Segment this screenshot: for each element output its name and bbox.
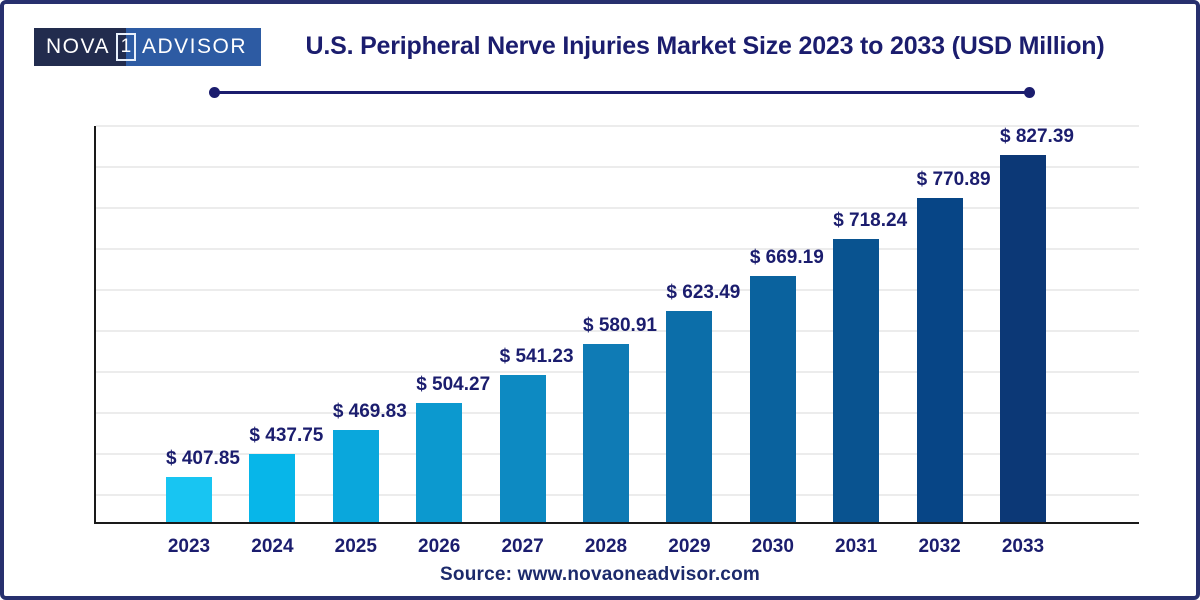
bar-2028: [583, 344, 629, 522]
title-underline-rule: [209, 87, 1035, 98]
logo-one-box-wrap: 1: [111, 28, 140, 66]
x-axis-label: 2027: [501, 536, 544, 557]
x-axis-label: 2024: [251, 536, 294, 557]
grid-line: [96, 166, 1139, 168]
x-axis-label: 2028: [584, 536, 628, 557]
bar-value-label: $ 541.23: [499, 345, 574, 367]
nova-one-advisor-logo: NOVA 1 ADVISOR: [34, 28, 261, 66]
bar-value-label: $ 623.49: [666, 282, 741, 304]
bar-2029: [666, 311, 713, 522]
grid-line: [96, 248, 1139, 250]
bar-value-label: $ 827.39: [1000, 125, 1074, 147]
bar-value-label: $ 580.91: [583, 315, 657, 337]
bar-value-label: $ 437.75: [249, 425, 324, 447]
logo-text-advisor: ADVISOR: [139, 28, 261, 66]
x-axis-label: 2031: [835, 536, 878, 557]
bar-2023: [166, 477, 212, 522]
bar-2026: [416, 403, 463, 522]
bar-value-label: $ 718.24: [833, 209, 908, 231]
grid-line: [96, 289, 1139, 291]
bar-2025: [332, 429, 379, 522]
x-axis-label: 2023: [167, 536, 211, 557]
bar-value-label: $ 669.19: [749, 247, 824, 269]
chart-title: U.S. Peripheral Nerve Injuries Market Si…: [305, 32, 1105, 60]
x-axis-label: 2029: [668, 536, 711, 557]
bar-2024: [249, 454, 296, 522]
bar-value-label: $ 504.27: [416, 374, 491, 396]
bar-2031: [833, 238, 880, 522]
grid-line: [96, 330, 1139, 332]
x-axis-label: 2025: [334, 536, 377, 557]
bar-value-label: $ 469.83: [332, 400, 407, 422]
grid-line: [96, 207, 1139, 209]
bar-2030: [749, 276, 796, 522]
x-axis-label: 2030: [751, 536, 794, 557]
source-attribution: Source: www.novaoneadvisor.com: [440, 564, 760, 585]
bar-2032: [916, 198, 963, 522]
grid-line: [96, 125, 1139, 127]
bar-2027: [499, 374, 546, 522]
logo-number-one: 1: [115, 33, 136, 61]
x-axis-label: 2033: [1001, 536, 1045, 557]
logo-text-nova: NOVA: [34, 28, 112, 66]
x-axis-label: 2032: [918, 536, 961, 557]
plot-area: $ 407.85 2023 $ 437.75 2024 $ 469.83 2025 $ 50…: [94, 125, 1139, 557]
bar-value-label: $ 770.89: [916, 169, 991, 190]
x-axis-label: 2026: [418, 536, 461, 557]
bar-2033: [1000, 154, 1046, 522]
bar-value-label: $ 407.85: [166, 448, 240, 470]
